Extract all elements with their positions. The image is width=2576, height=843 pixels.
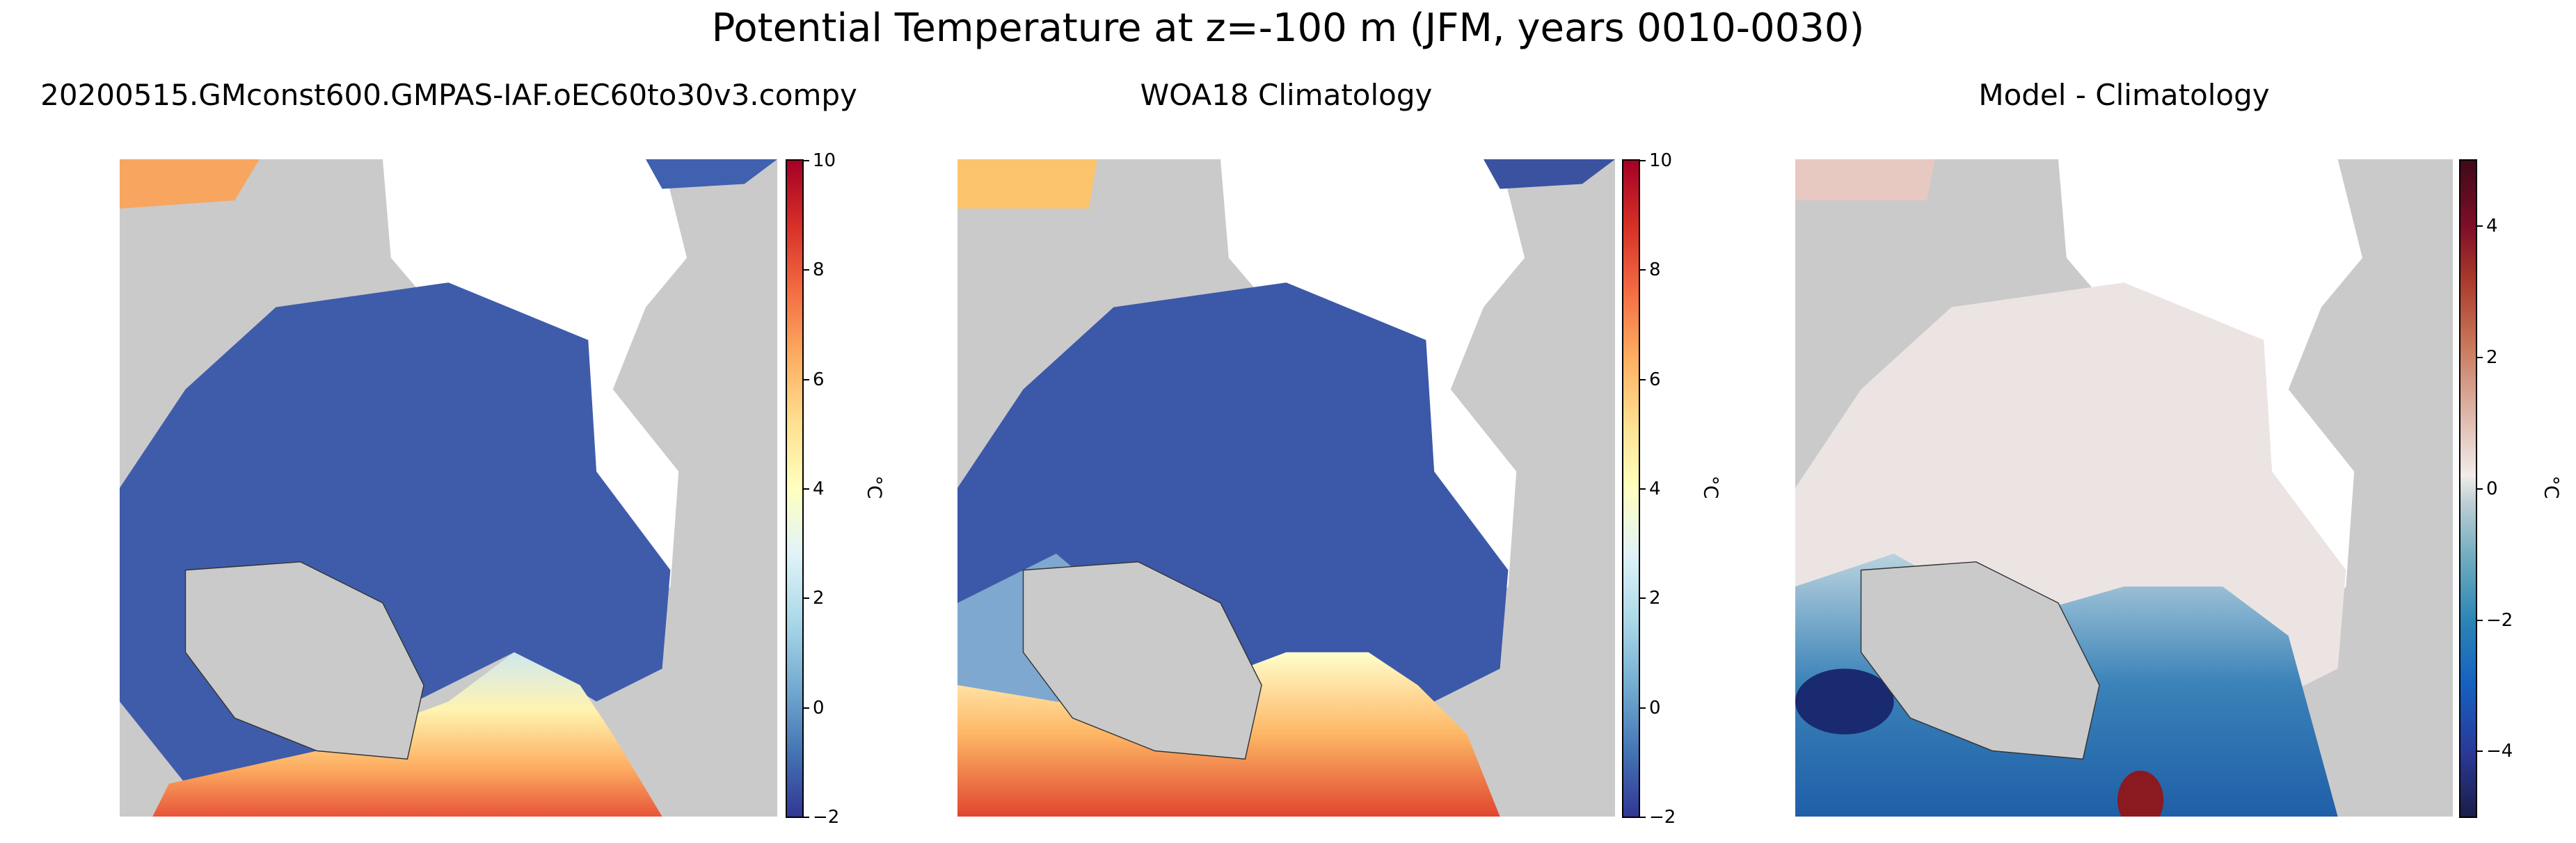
panel-title-obs: WOA18 Climatology: [1140, 78, 1433, 112]
cbar3-tick: 0: [2476, 479, 2498, 499]
map-model: [120, 159, 777, 817]
cbar1-tick: −2: [802, 807, 840, 828]
cbar2-tick: 0: [1639, 698, 1661, 718]
colorbar-difference: [2459, 159, 2477, 818]
cbar2-tick: 4: [1639, 479, 1661, 499]
cbar2-label: °C: [1699, 475, 1723, 499]
cbar2-tick: −2: [1639, 807, 1676, 828]
cbar3-tick: −4: [2476, 741, 2513, 762]
cbar1-tick: 6: [803, 369, 825, 390]
cbar3-label: °C: [2540, 475, 2563, 499]
figure-title: Potential Temperature at z=-100 m (JFM, …: [711, 6, 1865, 51]
cbar1-label: °C: [863, 475, 887, 499]
cbar3-tick: −2: [2476, 610, 2513, 631]
greenland-land: [184, 561, 424, 760]
cbar2-tick: 2: [1639, 588, 1661, 609]
cbar3-tick: 2: [2476, 347, 2498, 368]
cbar2-tick: 6: [1639, 369, 1661, 390]
cbar1-tick: 0: [803, 698, 825, 718]
cbar1-tick: 10: [802, 150, 836, 171]
colorbar-climatology: [1622, 159, 1640, 818]
cbar1-tick: 2: [803, 588, 825, 609]
colorbar-model: [786, 159, 804, 818]
cbar2-tick: 10: [1639, 150, 1673, 171]
map-climatology: [957, 159, 1615, 817]
greenland-land: [1860, 561, 2100, 760]
panel-title-diff: Model - Climatology: [1978, 78, 2270, 112]
cbar1-tick: 8: [803, 259, 825, 280]
map-difference: [1795, 159, 2453, 817]
greenland-land: [1022, 561, 1262, 760]
cbar1-tick: 4: [803, 479, 825, 499]
cbar2-tick: 8: [1639, 259, 1661, 280]
cbar3-tick: 4: [2476, 216, 2498, 236]
panel-title-model: 20200515.GMconst600.GMPAS-IAF.oEC60to30v…: [40, 78, 857, 112]
